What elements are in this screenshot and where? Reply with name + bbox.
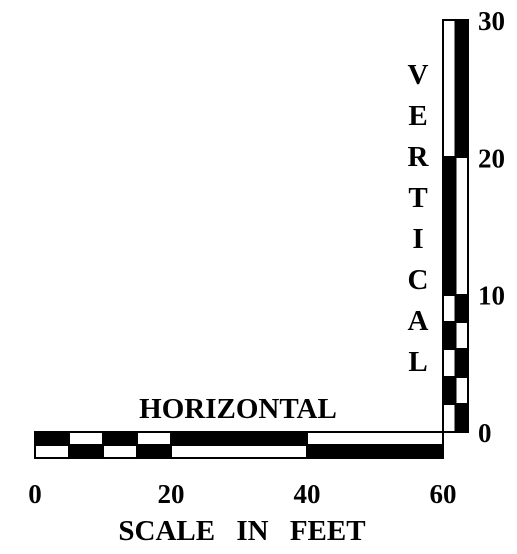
horizontal-label: HORIZONTAL: [139, 393, 337, 425]
horizontal-tick-label: 60: [430, 479, 457, 509]
vertical-tick-label: 20: [478, 143, 505, 173]
vertical-bar: [442, 19, 469, 433]
horizontal-bar: [34, 431, 444, 459]
vertical-tick-label: 30: [478, 6, 505, 36]
vertical-tick-label: 10: [478, 281, 505, 311]
horizontal-tick-label: 40: [294, 479, 321, 509]
caption: SCALE IN FEET: [118, 515, 365, 547]
vertical-tick-label: 0: [478, 418, 492, 448]
horizontal-tick-label: 0: [28, 479, 42, 509]
horizontal-tick-label: 20: [158, 479, 185, 509]
